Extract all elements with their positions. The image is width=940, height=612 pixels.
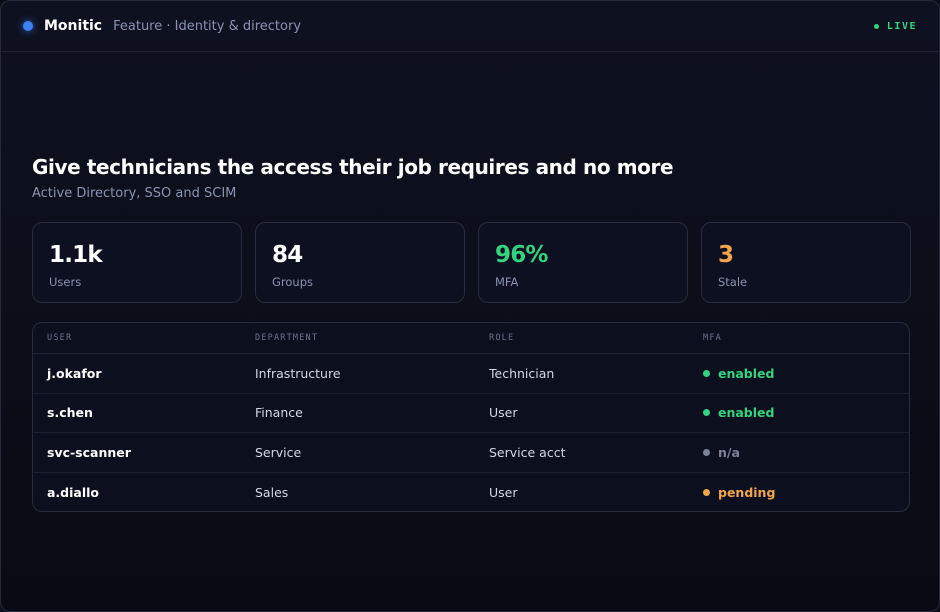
table-row[interactable]: svc-scanner Service Service acct n/a (33, 433, 909, 473)
brand-dot-icon (23, 21, 33, 31)
cell-department: Finance (255, 405, 303, 421)
table-row[interactable]: j.okafor Infrastructure Technician enabl… (33, 354, 909, 394)
stat-value: 1.1k (49, 242, 103, 268)
column-header-role[interactable]: ROLE (489, 333, 515, 343)
breadcrumb: Feature · Identity & directory (113, 18, 302, 34)
live-dot-icon (873, 23, 879, 29)
table-header: USER DEPARTMENT ROLE MFA (33, 323, 909, 354)
cell-role: Service acct (489, 444, 566, 460)
stat-label: Users (49, 275, 82, 289)
table-row[interactable]: s.chen Finance User enabled (33, 394, 909, 433)
mfa-status: enabled (718, 405, 775, 421)
cell-department: Sales (255, 484, 289, 500)
cell-role: User (489, 484, 518, 500)
mfa-status: n/a (718, 444, 740, 460)
page-subtitle: Active Directory, SSO and SCIM (32, 186, 237, 201)
cell-user: svc-scanner (47, 444, 131, 460)
table-row[interactable]: a.diallo Sales User pending (33, 473, 909, 513)
cell-mfa: enabled (703, 405, 909, 420)
stat-label: Stale (718, 275, 748, 289)
cell-mfa: enabled (703, 366, 909, 381)
stat-value: 84 (272, 242, 303, 268)
live-label: LIVE (886, 20, 917, 32)
column-header-mfa[interactable]: MFA (703, 333, 722, 343)
mfa-status: enabled (718, 365, 775, 381)
cell-user: a.diallo (47, 484, 100, 500)
cell-mfa: n/a (703, 445, 909, 460)
cell-department: Infrastructure (255, 365, 341, 381)
brand-name[interactable]: Monitic (44, 18, 103, 34)
status-dot-icon (703, 488, 710, 496)
top-bar: Monitic Feature · Identity & directory L… (1, 1, 939, 52)
stat-card-groups: 84 Groups (255, 222, 465, 303)
cell-role: User (489, 405, 518, 421)
users-table: USER DEPARTMENT ROLE MFA j.okafor Infras… (32, 322, 910, 512)
stat-label: Groups (272, 275, 314, 289)
stat-value: 96% (495, 242, 548, 268)
stat-label: MFA (495, 275, 519, 289)
stat-card-mfa: 96% MFA (478, 222, 688, 303)
page-title: Give technicians the access their job re… (32, 155, 674, 179)
status-dot-icon (703, 409, 710, 417)
stat-card-users: 1.1k Users (32, 222, 242, 303)
stat-value: 3 (718, 242, 734, 268)
column-header-department[interactable]: DEPARTMENT (255, 333, 319, 343)
cell-mfa: pending (703, 485, 909, 500)
cell-role: Technician (489, 365, 555, 381)
mfa-status: pending (718, 484, 776, 500)
column-header-user[interactable]: USER (47, 333, 73, 343)
live-indicator: LIVE (873, 20, 917, 32)
stat-card-stale: 3 Stale (701, 222, 911, 303)
stats-row: 1.1k Users 84 Groups 96% MFA 3 Stale (32, 222, 911, 303)
status-dot-icon (703, 448, 710, 456)
cell-user: s.chen (47, 405, 93, 421)
status-dot-icon (703, 369, 710, 377)
cell-user: j.okafor (47, 365, 102, 381)
cell-department: Service (255, 444, 302, 460)
